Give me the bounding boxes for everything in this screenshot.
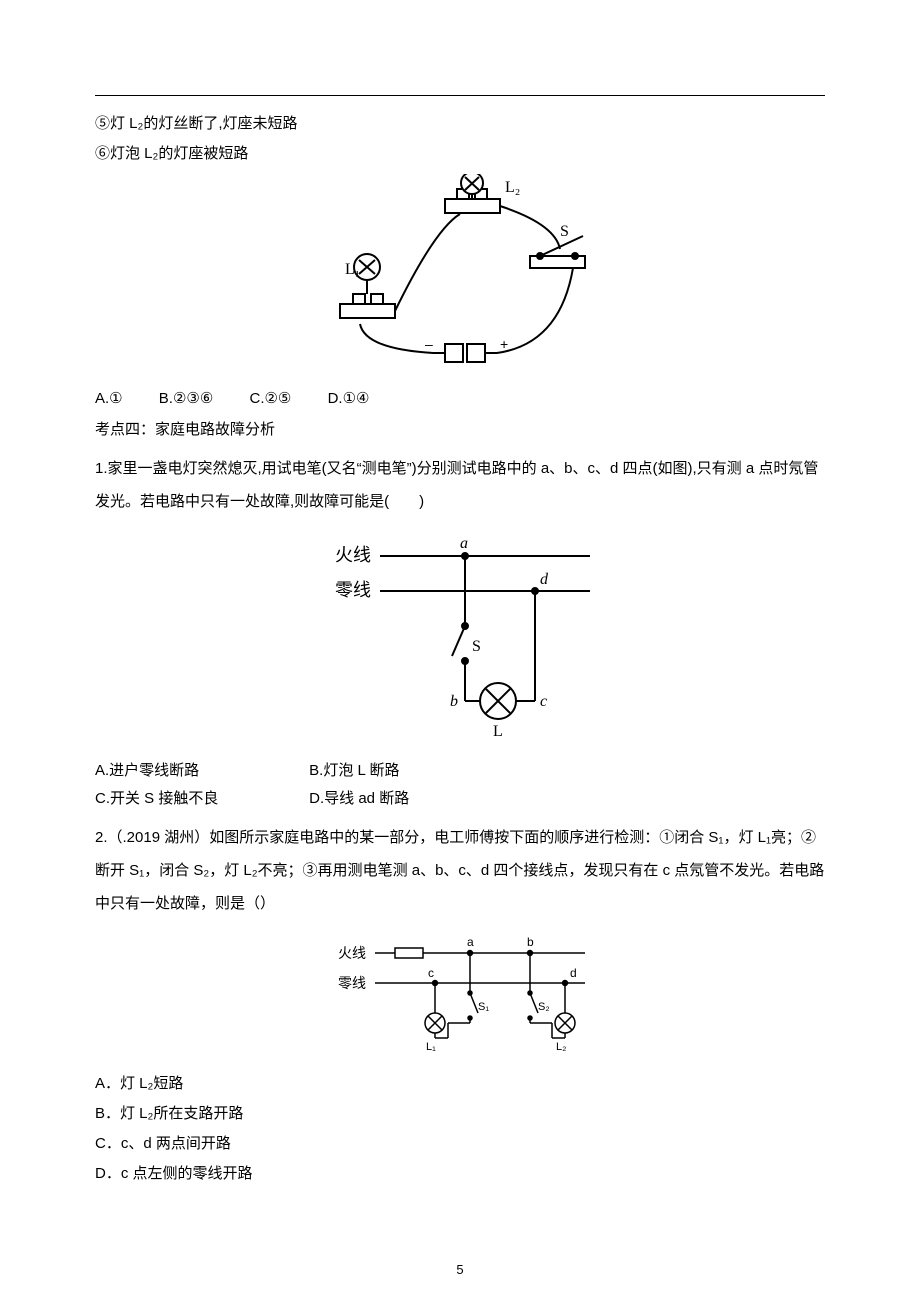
fig2-label-b: b [450, 693, 458, 710]
option-a: A.① [95, 390, 123, 407]
q1-options-row1: A.进户零线断路 B.灯泡 L 断路 [95, 757, 825, 785]
fig2-label-l: L [493, 723, 503, 740]
figure-3: 火线 零线 a b c d S₁ S₂ L₁ L₂ [95, 928, 825, 1063]
fig3-label-b: b [527, 935, 534, 949]
q1-option-a: A.进户零线断路 [95, 757, 305, 785]
fig2-label-live: 火线 [335, 545, 371, 565]
fig2-label-a: a [460, 535, 468, 552]
figure-2: 火线 零线 a d S b c L [95, 526, 825, 751]
q2-option-b: B．灯 L₂所在支路开路 [95, 1099, 825, 1129]
horizontal-rule [95, 95, 825, 96]
question-1-text: 1.家里一盏电灯突然熄灭,用试电笔(又名“测电笔”)分别测试电路中的 a、b、c… [95, 452, 825, 518]
fig1-label-l2: L₂ [505, 179, 520, 196]
q2-options: A．灯 L₂短路 B．灯 L₂所在支路开路 C．c、d 两点间开路 D．c 点左… [95, 1069, 825, 1189]
fig1-label-minus: – [425, 336, 433, 352]
figure-1: L₁ L₂ S + – [95, 174, 825, 379]
prev-question-options: A.① B.②③⑥ C.②⑤ D.①④ [95, 385, 825, 413]
q1-option-d: D.导线 ad 断路 [309, 785, 519, 813]
page: ⑤灯 L₂的灯丝断了,灯座未短路 ⑥灯泡 L₂的灯座被短路 [0, 0, 920, 1301]
q2-option-c: C．c、d 两点间开路 [95, 1129, 825, 1159]
premise-line-6: ⑥灯泡 L₂的灯座被短路 [95, 140, 825, 168]
fig3-label-s2: S₂ [538, 1001, 550, 1013]
fig1-label-l1: L₁ [345, 261, 360, 278]
figure-2-svg: 火线 零线 a d S b c L [310, 526, 610, 746]
figure-1-svg: L₁ L₂ S + – [305, 174, 615, 374]
fig3-label-c: c [428, 966, 434, 980]
fig2-label-d: d [540, 571, 549, 588]
option-b: B.②③⑥ [159, 390, 214, 407]
fig3-label-neutral: 零线 [338, 976, 366, 992]
section-heading: 考点四：家庭电路故障分析 [95, 416, 825, 444]
fig2-label-s: S [472, 638, 481, 655]
fig3-label-l2: L₂ [556, 1041, 566, 1053]
q1-options-row2: C.开关 S 接触不良 D.导线 ad 断路 [95, 785, 825, 813]
page-number: 5 [0, 1262, 920, 1277]
fig3-label-a: a [467, 935, 474, 949]
fig2-label-neutral: 零线 [335, 580, 371, 600]
fig1-label-plus: + [500, 336, 508, 352]
fig3-label-l1: L₁ [426, 1041, 436, 1053]
q1-option-b: B.灯泡 L 断路 [309, 757, 519, 785]
premise-line-5: ⑤灯 L₂的灯丝断了,灯座未短路 [95, 110, 825, 138]
fig3-label-d: d [570, 966, 577, 980]
fig2-label-c: c [540, 693, 547, 710]
option-d: D.①④ [328, 390, 370, 407]
q2-option-d: D．c 点左侧的零线开路 [95, 1159, 825, 1189]
fig3-label-s1: S₁ [478, 1001, 489, 1013]
question-2-text: 2.（.2019 湖州）如图所示家庭电路中的某一部分，电工师傅按下面的顺序进行检… [95, 821, 825, 920]
fig3-label-live: 火线 [338, 946, 366, 962]
figure-3-svg: 火线 零线 a b c d S₁ S₂ L₁ L₂ [320, 928, 600, 1058]
q1-option-c: C.开关 S 接触不良 [95, 785, 305, 813]
option-c: C.②⑤ [249, 390, 291, 407]
q2-option-a: A．灯 L₂短路 [95, 1069, 825, 1099]
fig1-label-s: S [560, 223, 569, 240]
